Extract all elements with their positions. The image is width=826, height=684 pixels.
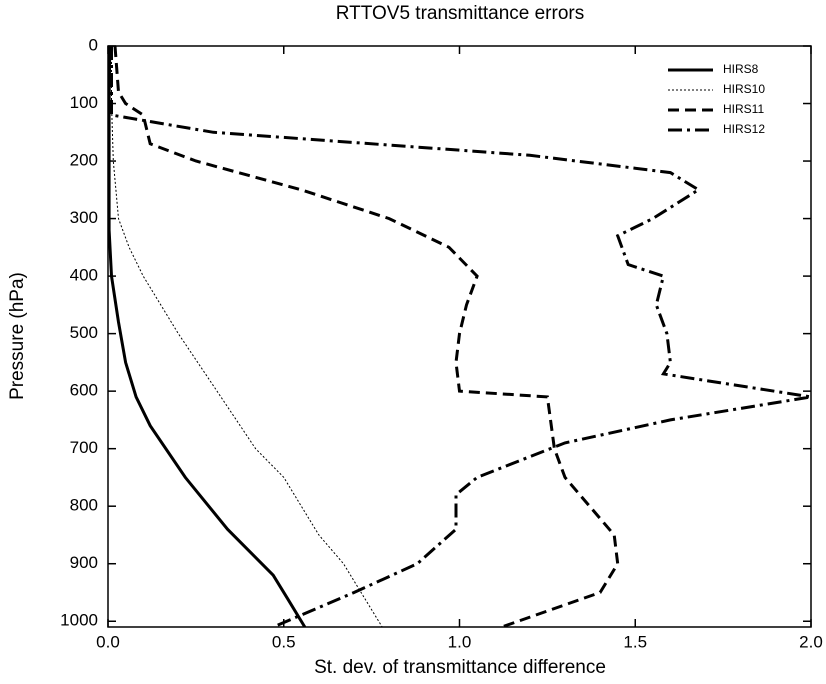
chart-title: RTTOV5 transmittance errors	[336, 3, 584, 24]
x-axis-label: St. dev. of transmittance difference	[314, 657, 606, 678]
legend-label: HIRS10	[723, 82, 765, 96]
data-line	[110, 46, 811, 627]
y-tick-label: 800	[70, 496, 98, 515]
x-tick-label: 1.0	[448, 632, 472, 651]
y-tick-label: 1000	[60, 611, 98, 630]
data-line	[108, 46, 307, 627]
y-tick-label: 400	[70, 266, 98, 285]
x-tick-label: 0.0	[96, 632, 120, 651]
legend-label: HIRS11	[723, 102, 764, 116]
x-tick-label: 2.0	[799, 632, 823, 651]
y-tick-label: 300	[70, 208, 98, 227]
y-axis-label: Pressure (hPa)	[7, 272, 28, 400]
y-tick-label: 500	[70, 323, 98, 342]
y-tick-label: 900	[70, 553, 98, 572]
data-line	[111, 46, 383, 627]
y-tick-label: 600	[70, 381, 98, 400]
y-tick-label: 700	[70, 438, 98, 457]
data-line	[113, 46, 620, 627]
y-tick-label: 0	[89, 35, 98, 54]
legend-label: HIRS12	[723, 122, 765, 136]
y-tick-label: 100	[70, 93, 98, 112]
legend-label: HIRS8	[723, 62, 759, 76]
x-tick-label: 0.5	[272, 632, 296, 651]
x-tick-label: 1.5	[623, 632, 647, 651]
y-tick-label: 200	[70, 151, 98, 170]
